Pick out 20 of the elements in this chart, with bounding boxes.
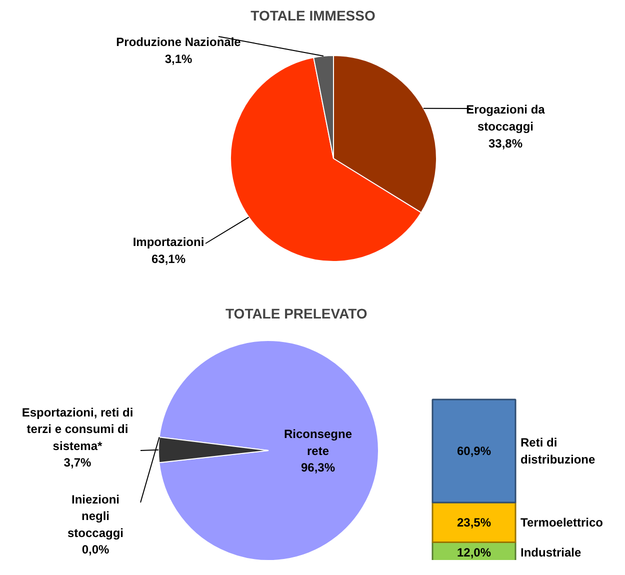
slice-label: Importazioni: [132, 235, 204, 250]
slice-label: Esportazioni, reti di terzi e consumi di sistema*: [22, 405, 134, 453]
data-label: 3,1%: [164, 52, 193, 66]
category-label: Iniezioni negli stoccaggi: [67, 492, 124, 540]
slice-label: Riconsegne rete: [284, 426, 352, 458]
data-label: 23,5%: [456, 515, 492, 530]
chart-title: TOTALE PRELEVATO: [226, 306, 368, 322]
series-label: Industriale: [520, 545, 582, 560]
series-label: Reti di distribuzione: [520, 436, 596, 466]
data-label: 60,9%: [456, 444, 492, 458]
series-label: Termoelettrico: [520, 515, 603, 530]
data-label: 3,7%: [64, 456, 92, 470]
chart-title: TOTALE IMMESSO: [250, 8, 376, 24]
slice-label: Erogazioni da stoccaggi: [466, 102, 546, 134]
data-label: 12,0%: [456, 545, 492, 560]
data-label: 33,8%: [488, 136, 523, 150]
text: 0,0%: [82, 542, 110, 557]
slice-label: Produzione Nazionale: [116, 35, 242, 50]
data-label: 96,3%: [300, 460, 336, 475]
data-label: 63,1%: [151, 252, 186, 266]
